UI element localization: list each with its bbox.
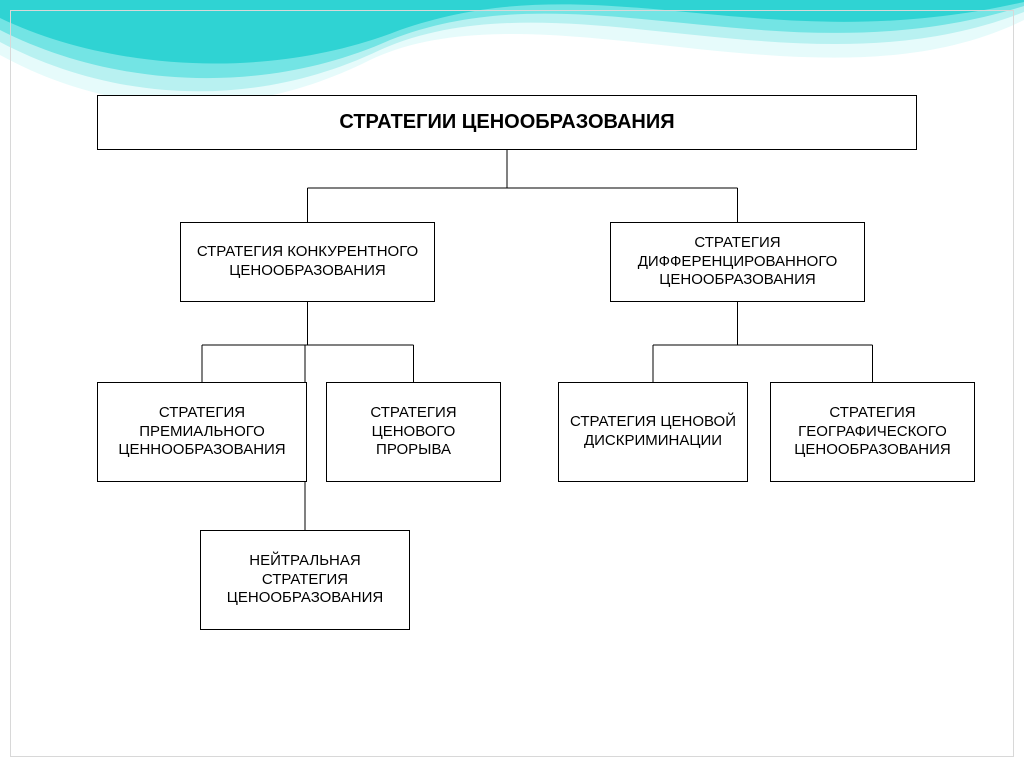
node-price-discrimination: СТРАТЕГИЯ ЦЕНОВОЙ ДИСКРИМИНАЦИИ xyxy=(558,382,748,482)
node-label: СТРАТЕГИЯ ЦЕНОВОЙ ДИСКРИМИНАЦИИ xyxy=(565,413,741,451)
node-label: СТРАТЕГИЯ ДИФФЕРЕНЦИРОВАННОГО ЦЕНООБРАЗО… xyxy=(617,234,858,290)
node-geographic-pricing: СТРАТЕГИЯ ГЕОГРАФИЧЕСКОГО ЦЕНООБРАЗОВАНИ… xyxy=(770,382,975,482)
node-label: СТРАТЕГИЯ ПРЕМИАЛЬНОГО ЦЕННООБРАЗОВАНИЯ xyxy=(104,404,300,460)
org-chart-diagram: СТРАТЕГИИ ЦЕНООБРАЗОВАНИЯ СТРАТЕГИЯ КОНК… xyxy=(0,0,1024,767)
node-label: СТРАТЕГИИ ЦЕНООБРАЗОВАНИЯ xyxy=(339,110,674,135)
node-premium-pricing: СТРАТЕГИЯ ПРЕМИАЛЬНОГО ЦЕННООБРАЗОВАНИЯ xyxy=(97,382,307,482)
node-competitive-pricing: СТРАТЕГИЯ КОНКУРЕНТНОГО ЦЕНООБРАЗОВАНИЯ xyxy=(180,222,435,302)
node-label: СТРАТЕГИЯ ГЕОГРАФИЧЕСКОГО ЦЕНООБРАЗОВАНИ… xyxy=(777,404,968,460)
node-differentiated-pricing: СТРАТЕГИЯ ДИФФЕРЕНЦИРОВАННОГО ЦЕНООБРАЗО… xyxy=(610,222,865,302)
node-price-breakthrough: СТРАТЕГИЯ ЦЕНОВОГО ПРОРЫВА xyxy=(326,382,501,482)
node-neutral-pricing: НЕЙТРАЛЬНАЯ СТРАТЕГИЯ ЦЕНООБРАЗОВАНИЯ xyxy=(200,530,410,630)
node-label: НЕЙТРАЛЬНАЯ СТРАТЕГИЯ ЦЕНООБРАЗОВАНИЯ xyxy=(207,552,403,608)
node-root: СТРАТЕГИИ ЦЕНООБРАЗОВАНИЯ xyxy=(97,95,917,150)
node-label: СТРАТЕГИЯ КОНКУРЕНТНОГО ЦЕНООБРАЗОВАНИЯ xyxy=(187,243,428,281)
node-label: СТРАТЕГИЯ ЦЕНОВОГО ПРОРЫВА xyxy=(333,404,494,460)
